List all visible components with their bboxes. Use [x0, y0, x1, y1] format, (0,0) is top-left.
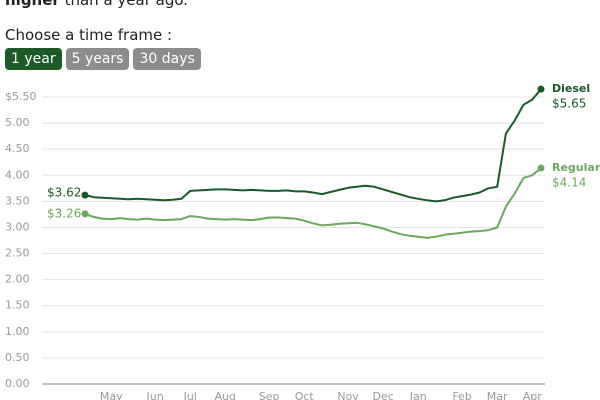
- x-tick-label: Apr: [523, 390, 543, 400]
- header-rest: than a year ago.: [64, 0, 189, 9]
- y-tick-label: 4.50: [5, 142, 30, 155]
- series-line: [84, 88, 542, 203]
- y-tick-label: 5.00: [5, 116, 30, 129]
- y-tick-label: 3.50: [5, 194, 30, 207]
- button-group: 1 year 5 years 30 days: [5, 48, 201, 70]
- y-tick-label: 4.00: [5, 168, 30, 181]
- x-tick-label: May: [100, 390, 123, 400]
- y-tick-label: 1.50: [5, 299, 30, 312]
- start-dot: [81, 191, 89, 199]
- y-tick-label: 1.00: [5, 325, 30, 338]
- header-text: higher than a year ago.: [5, 0, 188, 9]
- y-tick-label: 0.50: [5, 351, 30, 364]
- x-tick-label: Dec: [373, 390, 394, 400]
- x-tick-label: Mar: [487, 390, 508, 400]
- series-name: Regular: [552, 161, 600, 174]
- prompt: Choose a time frame :: [5, 26, 173, 44]
- y-tick-label: 3.00: [5, 220, 30, 233]
- x-tick-label: Oct: [295, 390, 315, 400]
- start-label: $3.26: [47, 206, 81, 220]
- x-tick-label: Nov: [337, 390, 359, 400]
- time-frame-button[interactable]: 5 years: [65, 48, 130, 70]
- x-tick-label: Feb: [452, 390, 471, 400]
- x-tick-label: Aug: [215, 390, 236, 400]
- y-tick-label: 0.00: [5, 377, 30, 390]
- time-frame-button[interactable]: 1 year: [5, 48, 62, 70]
- start-dot: [81, 210, 89, 218]
- end-dot: [537, 164, 545, 172]
- y-tick-label: $5.50: [5, 90, 37, 103]
- end-dot: [537, 85, 545, 93]
- time-frame-button[interactable]: 30 days: [133, 48, 201, 70]
- series-line: [84, 167, 542, 239]
- x-tick-label: Jul: [183, 390, 197, 400]
- x-tick-label: Jan: [409, 390, 427, 400]
- x-tick-label: Jun: [146, 390, 164, 400]
- x-tick-label: Sep: [259, 390, 280, 400]
- y-tick-label: 2.00: [5, 273, 30, 286]
- series-name: Diesel: [552, 82, 590, 95]
- end-label: $5.65: [552, 97, 586, 111]
- start-label: $3.62: [47, 186, 81, 200]
- y-tick-label: 2.50: [5, 247, 30, 260]
- end-label: $4.14: [552, 175, 586, 189]
- header-bold: higher: [5, 0, 60, 9]
